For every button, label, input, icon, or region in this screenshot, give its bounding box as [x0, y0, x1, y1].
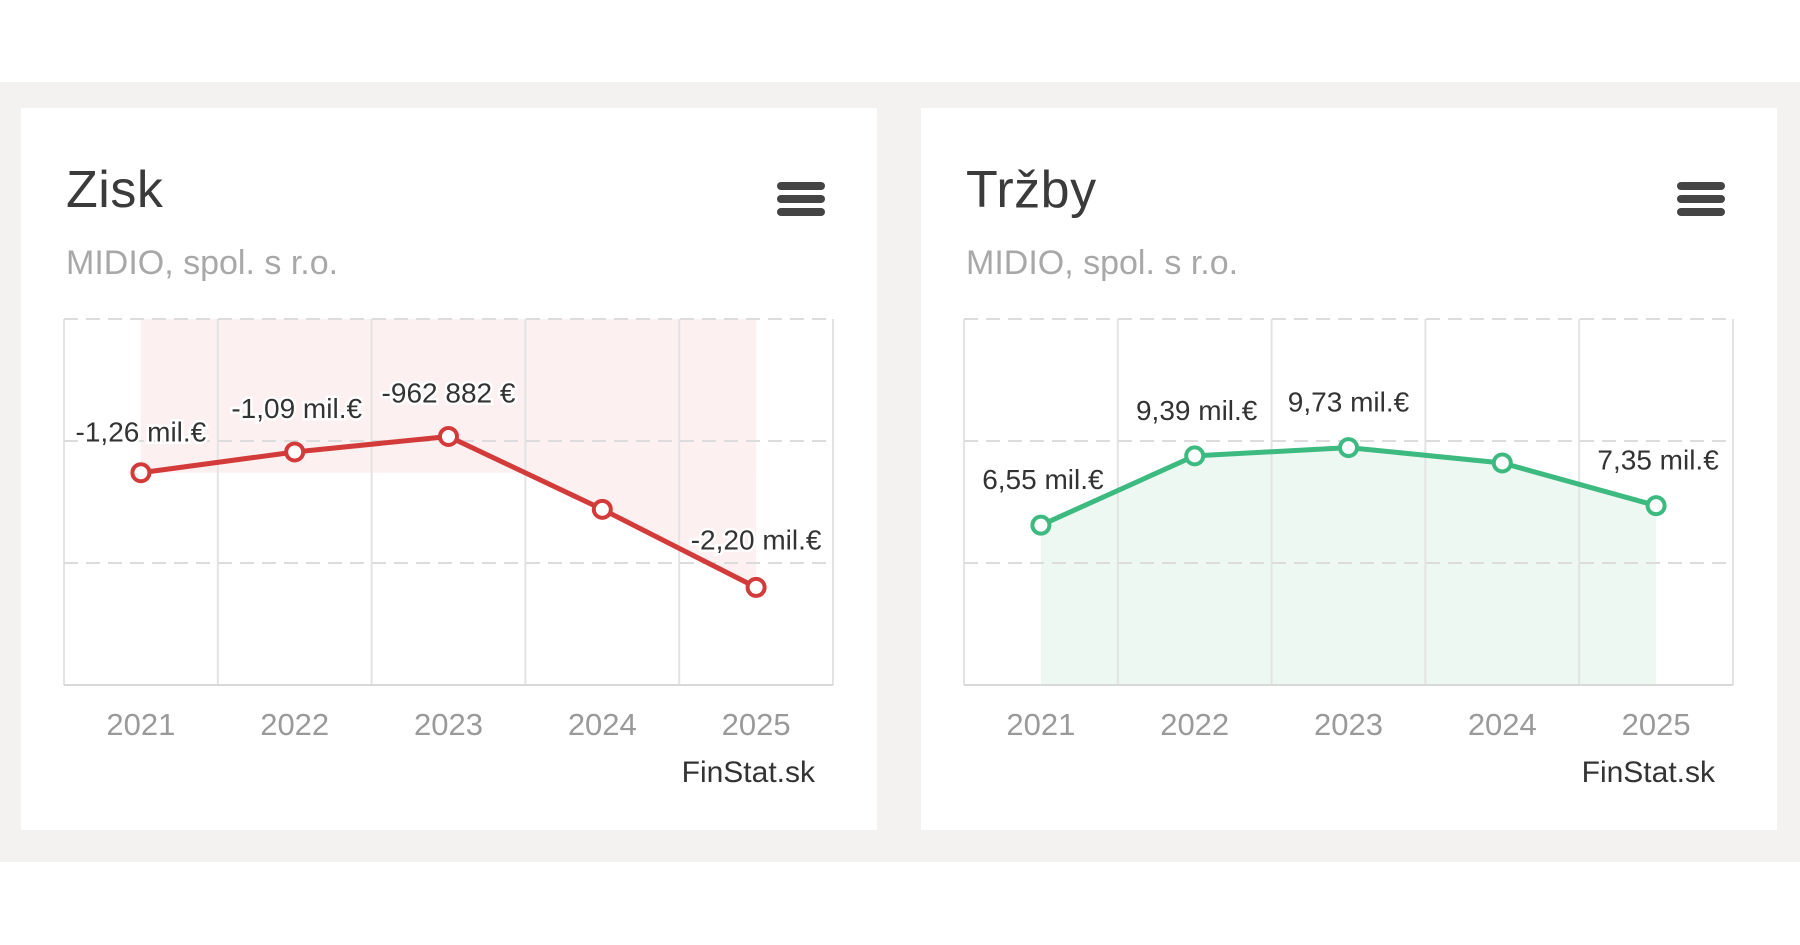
- chart-subtitle: MIDIO, spol. s r.o.: [966, 244, 1239, 282]
- data-point: [745, 576, 767, 598]
- data-point: [130, 462, 152, 484]
- credit-link[interactable]: FinStat.sk: [681, 756, 815, 789]
- chart-subtitle: MIDIO, spol. s r.o.: [66, 244, 339, 282]
- x-tick-label: 2021: [1006, 707, 1075, 742]
- x-tick-label: 2024: [568, 707, 637, 742]
- x-tick-label: 2022: [260, 707, 329, 742]
- x-tick-label: 2023: [414, 707, 483, 742]
- x-tick-label: 2023: [1314, 707, 1383, 742]
- chart-card-zisk: Zisk MIDIO, spol. s r.o. -1,26 mil.€ -1,0…: [21, 108, 877, 830]
- data-label: -1,26 mil.€: [76, 417, 207, 448]
- data-label: 9,39 mil.€: [1136, 395, 1258, 426]
- data-point: [1491, 452, 1513, 474]
- data-label: 9,73 mil.€: [1288, 387, 1410, 418]
- x-tick-label: 2025: [722, 707, 791, 742]
- hamburger-menu-icon[interactable]: [1677, 178, 1727, 220]
- data-point: [1030, 514, 1052, 536]
- credit-link[interactable]: FinStat.sk: [1581, 756, 1715, 789]
- profit-chart: -1,26 mil.€ -1,09 mil.€ -962 882 € -2,20 mi…: [63, 318, 834, 742]
- x-tick-label: 2024: [1468, 707, 1537, 742]
- data-label: -962 882 €: [382, 377, 516, 408]
- data-point: [1184, 445, 1206, 467]
- data-point: [438, 425, 459, 447]
- data-label: 6,55 mil.€: [982, 464, 1104, 495]
- data-point: [284, 441, 306, 463]
- x-tick-label: 2021: [106, 707, 175, 742]
- chart-title: Tržby: [966, 161, 1097, 219]
- data-label: -2,20 mil.€: [691, 524, 822, 555]
- data-label: 7,35 mil.€: [1597, 445, 1719, 476]
- hamburger-menu-icon[interactable]: [777, 178, 827, 220]
- data-point: [1338, 437, 1359, 459]
- data-label: -1,09 mil.€: [231, 393, 362, 424]
- revenue-chart: 6,55 mil.€ 9,39 mil.€ 9,73 mil.€ 7,35 mil.€…: [963, 318, 1734, 742]
- chart-title: Zisk: [66, 161, 164, 219]
- chart-card-trzby: Tržby MIDIO, spol. s r.o. 6,55 mil.€ 9,39…: [921, 108, 1777, 830]
- x-tick-label: 2025: [1622, 707, 1691, 742]
- area-fill: [1040, 447, 1657, 685]
- data-point: [591, 498, 613, 520]
- area-fill-top: [140, 319, 757, 588]
- data-point: [1645, 495, 1667, 517]
- x-tick-label: 2022: [1160, 707, 1229, 742]
